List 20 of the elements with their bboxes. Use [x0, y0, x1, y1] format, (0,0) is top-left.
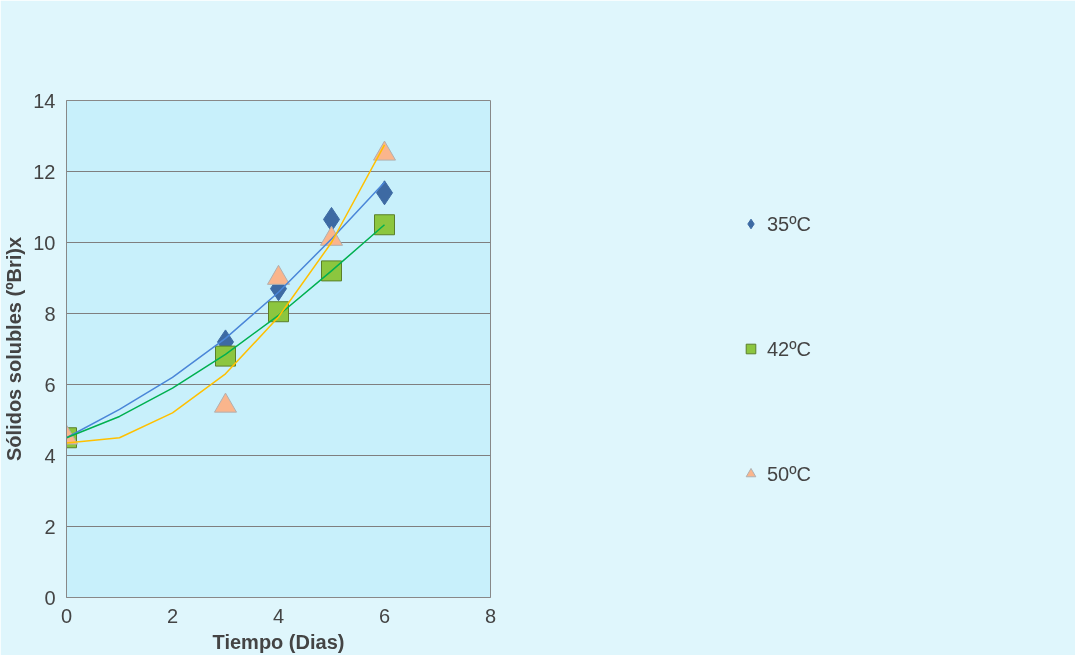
x-tick-label: 6	[378, 604, 391, 627]
point	[321, 260, 342, 282]
y-tick-label: 2	[44, 515, 56, 538]
legend-label: 42ºC	[767, 336, 812, 361]
x-tick-label: 0	[60, 604, 73, 627]
x-tick-label: 2	[166, 604, 179, 627]
y-tick-label: 4	[44, 444, 56, 467]
point	[374, 214, 395, 236]
y-tick-label: 6	[44, 373, 56, 396]
y-tick-label: 12	[33, 160, 56, 183]
legend-label: 35ºC	[767, 211, 812, 236]
x-axis-title: Tiempo (Dias)	[212, 630, 345, 653]
y-tick-label: 8	[44, 302, 56, 325]
x-tick-label: 8	[484, 604, 497, 627]
y-axis-title: Sólidos solubles (ºBri)x	[3, 236, 26, 461]
y-tick-label: 10	[33, 231, 56, 254]
y-tick-label: 14	[33, 89, 56, 112]
x-tick-label: 4	[272, 604, 285, 627]
legend-label: 50ºC	[767, 461, 812, 486]
y-tick-label: 0	[44, 586, 56, 609]
